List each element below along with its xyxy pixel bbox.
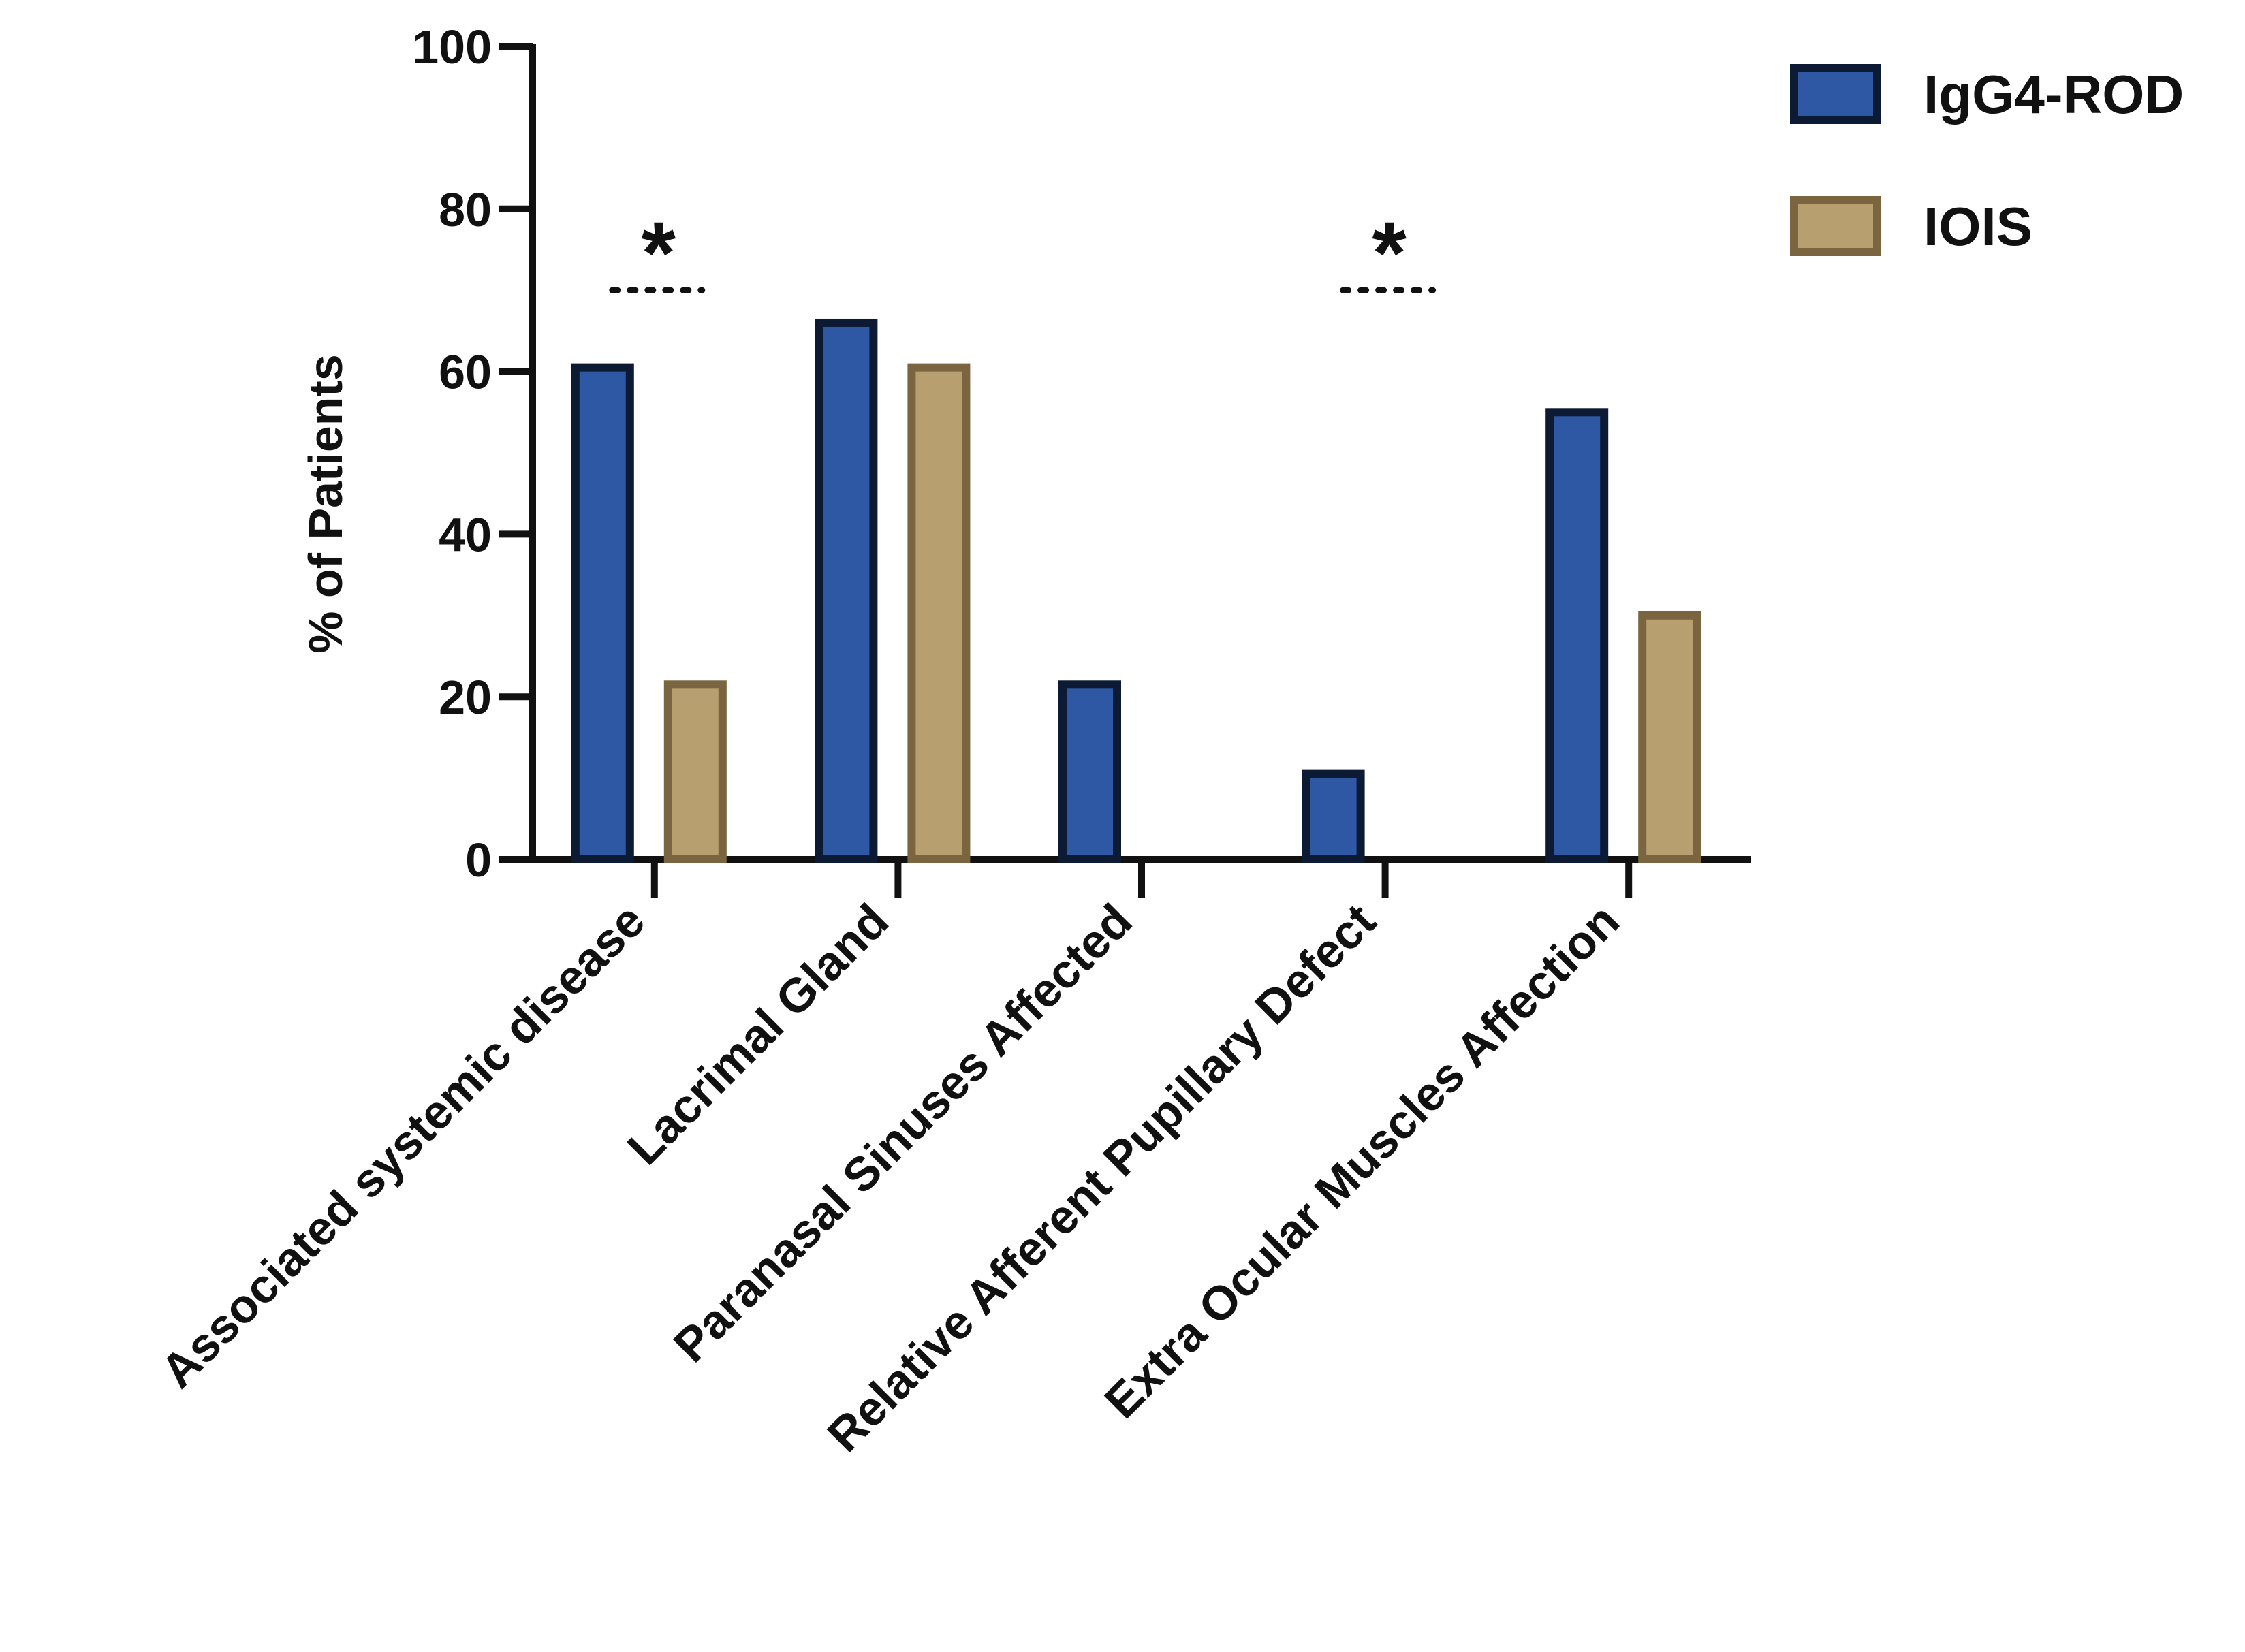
bar-iois-4 [1638,611,1701,863]
y-tick-label-60: 60 [439,346,492,399]
y-tick-label-20: 20 [439,671,492,724]
legend-swatch-0 [1790,64,1881,124]
bar-igg4-rod-3 [1302,769,1365,864]
significance-annotations: * * [609,203,1437,302]
bar-igg4-rod-0 [571,363,634,863]
bar-igg4-rod-2 [1058,680,1121,863]
bar-igg4-rod-1 [815,318,878,863]
bars [571,318,1701,864]
y-tick-label-0: 0 [465,833,492,887]
category-label-3: Relative Afferent Pupillary Defect [817,893,1386,1462]
bar-iois-0 [663,680,727,863]
significance-star-1: * [1372,203,1407,302]
y-axis: 0 20 40 60 80 100 [412,20,536,887]
legend-swatch-1 [1790,196,1881,256]
y-axis-title: % of Patients [299,354,352,654]
category-label-0: Associated systemic disease [151,893,655,1397]
category-label-1: Lacrimal Gland [617,893,898,1175]
y-tick-label-100: 100 [412,20,492,74]
bar-iois-1 [907,363,971,863]
x-axis [529,856,1751,898]
legend-label-1: IOIS [1924,196,2032,257]
y-tick-label-40: 40 [439,508,492,561]
significance-star-0: * [642,203,676,302]
category-label-4: Extra Ocular Muscles Affection [1095,893,1629,1428]
bar-igg4-rod-4 [1545,408,1609,863]
legend-label-0: IgG4-ROD [1924,64,2184,125]
legend: IgG4-ROD IOIS [1790,64,2184,257]
y-tick-label-80: 80 [439,183,492,236]
category-label-2: Paranasal Sinuses Affected [663,893,1142,1372]
